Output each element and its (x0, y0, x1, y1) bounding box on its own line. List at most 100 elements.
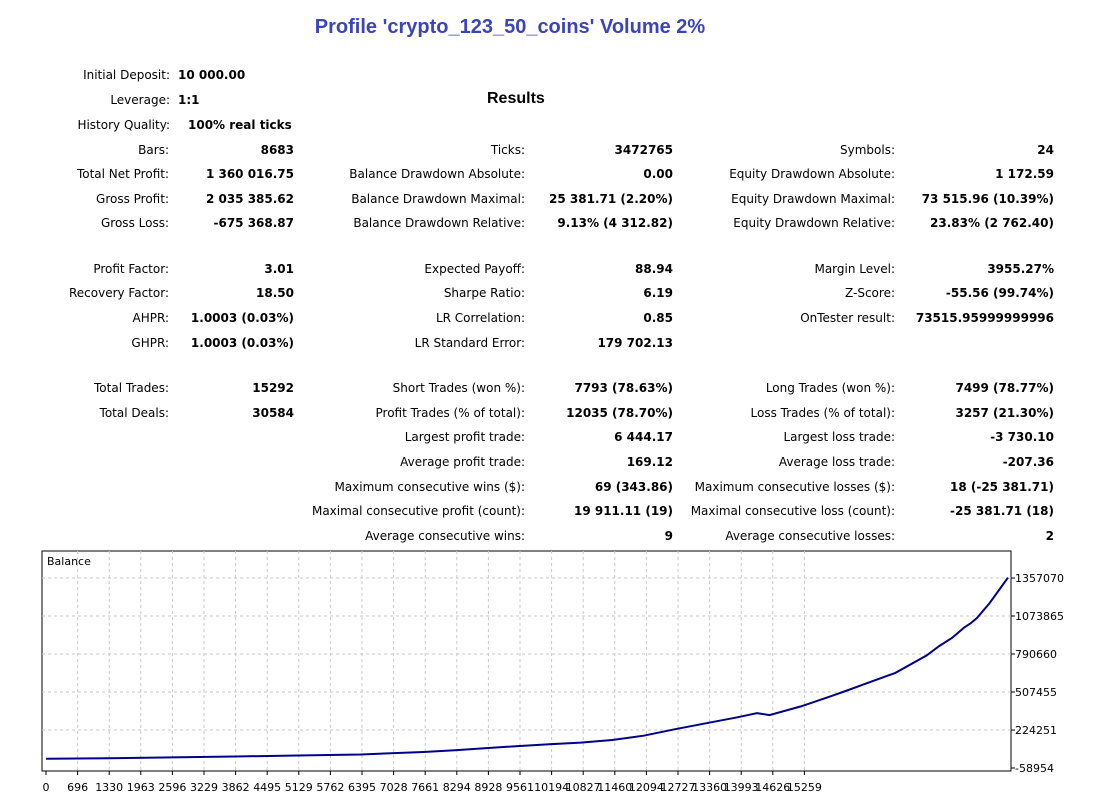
x-tick-label: 8294 (443, 781, 471, 794)
margin-level-value: 3955.27% (987, 261, 1054, 276)
history-quality-value: 100% real ticks (188, 118, 292, 132)
results-heading: Results (487, 90, 545, 107)
expected-payoff-value: 88.94 (635, 261, 673, 276)
z-score-label: Z-Score: (845, 286, 895, 301)
bars-label: Bars: (138, 142, 169, 157)
symbols-value: 24 (1037, 142, 1054, 157)
gross-profit-value: 2 035 385.62 (205, 191, 294, 206)
total-deals-label: Total Deals: (99, 405, 169, 420)
balance-line (45, 577, 1009, 760)
ticks-label: Ticks: (490, 142, 525, 157)
balance-chart-svg: 0 696 1330 1963 2596 3229 3862 4495 5129 5762 6395… (41, 550, 1064, 794)
x-tick-label: 13360 (692, 781, 727, 794)
balance-drawdown-absolute-label: Balance Drawdown Absolute: (349, 167, 525, 182)
y-tick-label: 507455 (1015, 686, 1057, 699)
x-tick-label: 4495 (253, 781, 281, 794)
leverage-value: 1:1 (178, 93, 200, 107)
recovery-factor-value: 18.50 (256, 286, 294, 301)
x-tick-label: 1963 (127, 781, 155, 794)
y-tick-label: 1357070 (1015, 572, 1064, 585)
average-profit-trade-value: 169.12 (626, 454, 673, 469)
equity-drawdown-absolute-value: 1 172.59 (995, 167, 1054, 182)
x-tick-label: 3862 (222, 781, 250, 794)
average-loss-trade-label: Average loss trade: (778, 454, 895, 469)
sharpe-ratio-label: Sharpe Ratio: (443, 286, 525, 301)
lr-correlation-value: 0.85 (643, 311, 673, 325)
profit-factor-label: Profit Factor: (93, 261, 169, 276)
x-tick-label: 10827 (566, 781, 601, 794)
y-tick-label: 790660 (1015, 648, 1057, 661)
equity-drawdown-relative-label: Equity Drawdown Relative: (733, 216, 895, 231)
statistics-table: Initial Deposit: 10 000.00 Leverage: 1:1 His… (68, 68, 1054, 543)
balance-drawdown-relative-value: 9.13% (4 312.82) (557, 216, 673, 231)
margin-level-label: Margin Level: (814, 261, 895, 276)
equity-drawdown-absolute-label: Equity Drawdown Absolute: (729, 167, 895, 182)
loss-trades-of-total-label: Loss Trades (% of total): (750, 405, 896, 420)
gross-profit-label: Gross Profit: (96, 191, 169, 206)
bars-value: 8683 (260, 142, 294, 157)
x-tick-label: 11460 (597, 781, 632, 794)
recovery-factor-label: Recovery Factor: (68, 286, 169, 301)
short-trades-won-value: 7793 (78.63%) (574, 381, 673, 396)
x-tick-label: 0 (43, 781, 50, 794)
total-trades-label: Total Trades: (94, 381, 169, 396)
ontester-result-value: 73515.95999999996 (915, 311, 1054, 325)
x-tick-label: 12727 (661, 781, 696, 794)
x-tick-label: 5129 (285, 781, 313, 794)
maximum-consecutive-wins-value: 69 (343.86) (594, 479, 673, 494)
history-quality-label: History Quality: (77, 118, 170, 132)
x-tick-label: 2596 (158, 781, 186, 794)
equity-drawdown-relative-value: 23.83% (2 762.40) (930, 216, 1054, 231)
x-tick-label: 7028 (380, 781, 408, 794)
ahpr-value: 1.0003 (0.03%) (190, 311, 294, 325)
balance-chart: 0 696 1330 1963 2596 3229 3862 4495 5129 5762 6395… (0, 547, 1100, 800)
average-consecutive-losses-label: Average consecutive losses: (725, 528, 895, 543)
x-tick-label: 15259 (787, 781, 822, 794)
total-net-profit-label: Total Net Profit: (76, 167, 169, 182)
maximal-consecutive-profit-count-label: Maximal consecutive profit (count): (311, 504, 525, 519)
y-tick-label: -58954 (1015, 762, 1054, 775)
ticks-value: 3472765 (614, 142, 673, 157)
y-tick-label: 1073865 (1015, 610, 1064, 623)
largest-profit-trade-value: 6 444.17 (614, 430, 673, 445)
largest-profit-trade-label: Largest profit trade: (404, 430, 525, 445)
maximal-consecutive-loss-count-label: Maximal consecutive loss (count): (690, 504, 895, 519)
total-deals-value: 30584 (252, 405, 294, 420)
lr-standard-error-label: LR Standard Error: (414, 335, 525, 350)
x-tick-label: 8928 (474, 781, 502, 794)
average-profit-trade-label: Average profit trade: (400, 454, 525, 469)
sharpe-ratio-value: 6.19 (643, 286, 673, 301)
x-tick-label: 14626 (755, 781, 790, 794)
balance-drawdown-maximal-label: Balance Drawdown Maximal: (351, 191, 525, 206)
total-trades-value: 15292 (252, 381, 294, 396)
ahpr-label: AHPR: (132, 311, 169, 325)
initial-deposit-value: 10 000.00 (178, 68, 246, 82)
ghpr-label: GHPR: (131, 335, 169, 350)
symbols-label: Symbols: (840, 142, 895, 157)
x-tick-label: 9561 (506, 781, 534, 794)
x-tick-label: 10194 (534, 781, 569, 794)
average-consecutive-wins-label: Average consecutive wins: (365, 528, 525, 543)
x-tick-label: 696 (67, 781, 88, 794)
maximal-consecutive-loss-count-value: -25 381.71 (18) (949, 504, 1054, 519)
largest-loss-trade-value: -3 730.10 (990, 430, 1054, 445)
long-trades-won-value: 7499 (78.77%) (955, 381, 1054, 396)
profit-factor-value: 3.01 (264, 261, 294, 276)
ontester-result-label: OnTester result: (800, 311, 895, 325)
balance-drawdown-maximal-value: 25 381.71 (2.20%) (549, 191, 673, 206)
expected-payoff-label: Expected Payoff: (424, 261, 525, 276)
long-trades-won-label: Long Trades (won %): (765, 381, 895, 396)
equity-drawdown-maximal-label: Equity Drawdown Maximal: (731, 191, 895, 206)
average-loss-trade-value: -207.36 (1002, 454, 1054, 469)
maximum-consecutive-wins-label: Maximum consecutive wins ($): (334, 479, 525, 494)
x-tick-label: 5762 (316, 781, 344, 794)
total-net-profit-value: 1 360 016.75 (205, 167, 294, 182)
lr-correlation-label: LR Correlation: (435, 311, 525, 325)
profit-trades-of-total-label: Profit Trades (% of total): (375, 405, 525, 420)
maximal-consecutive-profit-count-value: 19 911.11 (19) (573, 504, 673, 519)
largest-loss-trade-label: Largest loss trade: (783, 430, 895, 445)
lr-standard-error-value: 179 702.13 (597, 335, 673, 350)
report-title: Profile 'crypto_123_50_coins' Volume 2% (314, 16, 706, 38)
x-tick-label: 1330 (95, 781, 123, 794)
average-consecutive-losses-value: 2 (1045, 528, 1054, 543)
